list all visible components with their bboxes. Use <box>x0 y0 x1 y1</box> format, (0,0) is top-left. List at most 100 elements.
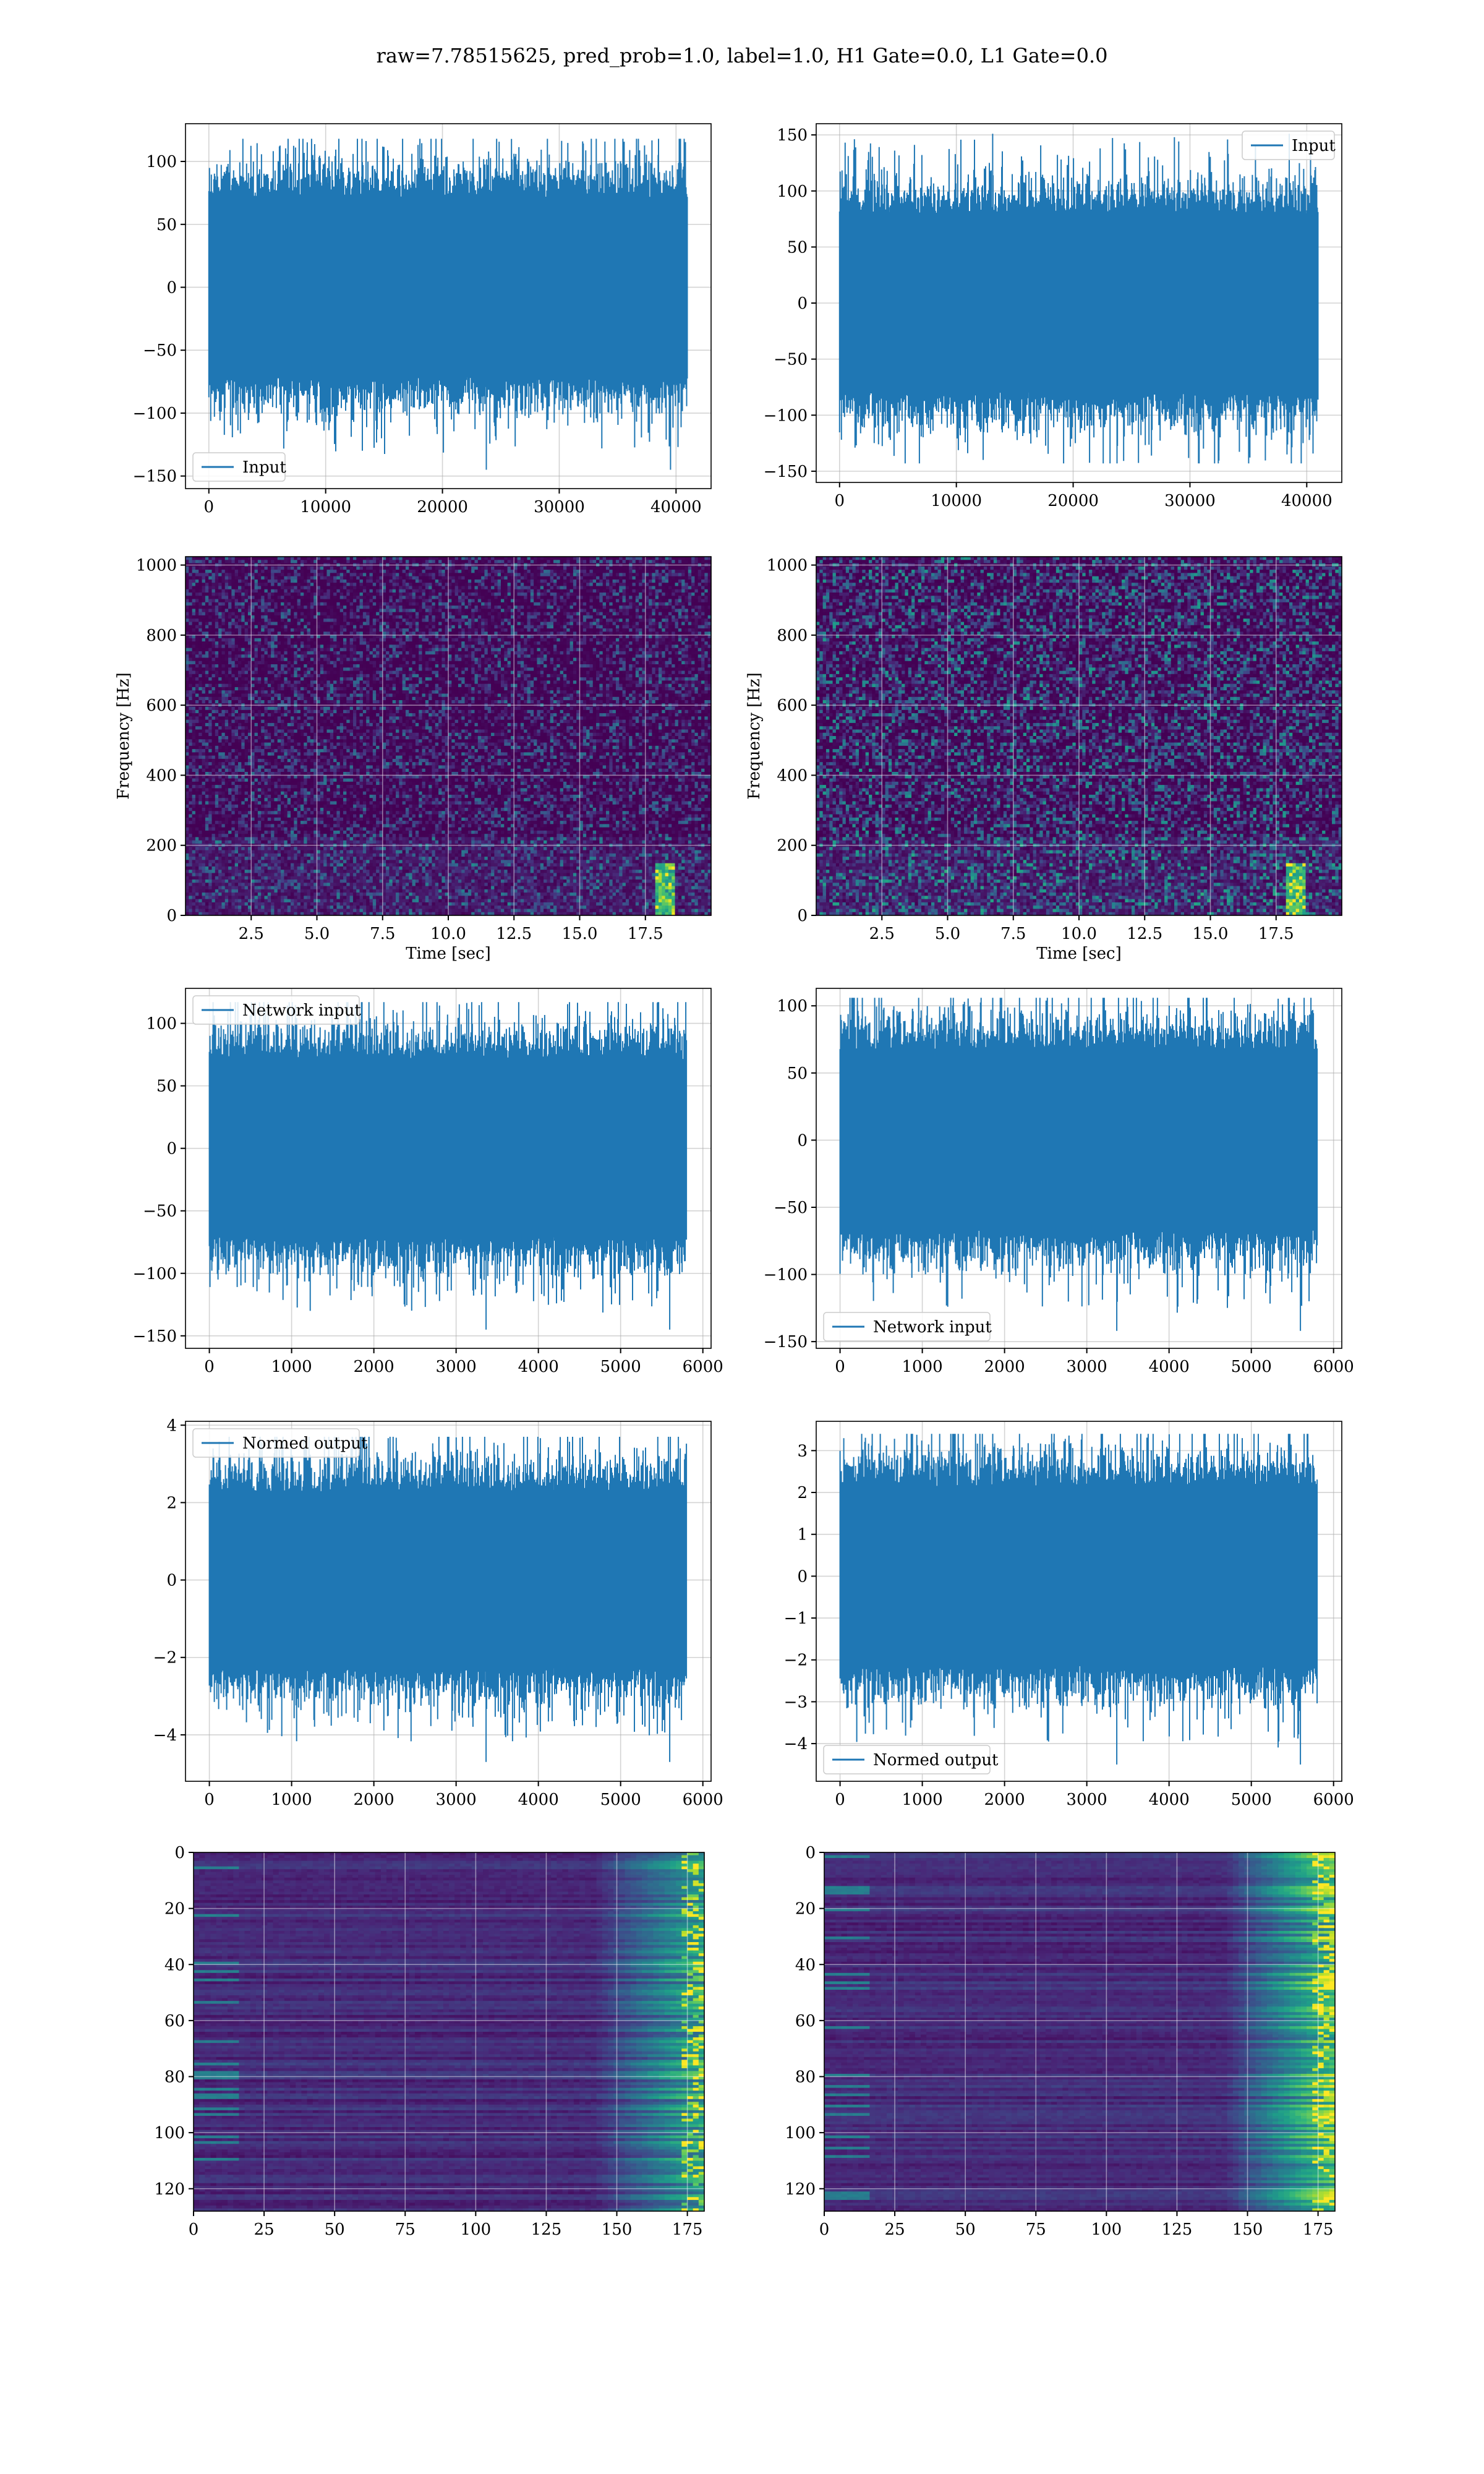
heatmap-cell <box>284 654 288 658</box>
heatmap-cell <box>225 857 229 860</box>
heatmap-cell <box>255 589 258 593</box>
heatmap-cell <box>215 837 219 841</box>
heatmap-cell <box>225 756 229 760</box>
heatmap-cell <box>245 677 249 681</box>
heatmap-cell <box>271 892 275 896</box>
heatmap-cell <box>294 792 297 795</box>
heatmap-cell <box>255 625 258 629</box>
heatmap-cell <box>261 720 265 724</box>
heatmap-cell <box>195 756 199 760</box>
heatmap-cell <box>304 612 307 616</box>
heatmap-cell <box>274 905 278 909</box>
heatmap-cell <box>202 837 206 841</box>
heatmap-cell <box>265 596 268 599</box>
heatmap-cell <box>261 700 265 704</box>
heatmap-cell <box>186 651 189 655</box>
heatmap-cell <box>215 606 219 609</box>
heatmap-cell <box>208 909 212 912</box>
heatmap-cell <box>205 811 209 815</box>
heatmap-cell <box>265 746 268 750</box>
heatmap-cell <box>297 648 301 652</box>
heatmap-cell <box>245 847 249 850</box>
heatmap-cell <box>238 765 242 769</box>
heatmap-cell <box>198 622 202 625</box>
heatmap-cell <box>297 847 301 850</box>
heatmap-cell <box>231 801 235 805</box>
heatmap-cell <box>258 716 262 720</box>
heatmap-cell <box>212 690 216 694</box>
heatmap-cell <box>281 785 284 789</box>
heatmap-cell <box>258 805 262 808</box>
heatmap-cell <box>271 674 275 678</box>
heatmap-cell <box>235 599 239 603</box>
heatmap-cell <box>291 792 294 795</box>
heatmap-cell <box>281 883 284 886</box>
heatmap-cell <box>221 589 225 593</box>
heatmap-cell <box>251 567 255 570</box>
heatmap-cell <box>258 723 262 727</box>
heatmap-cell <box>301 677 304 681</box>
heatmap-cell <box>255 857 258 860</box>
heatmap-cell <box>255 690 258 694</box>
heatmap-cell <box>251 618 255 622</box>
heatmap-cell <box>284 615 288 619</box>
heatmap-cell <box>238 752 242 756</box>
heatmap-cell <box>265 664 268 668</box>
heatmap-cell <box>301 880 304 883</box>
heatmap-cell <box>192 671 196 675</box>
heatmap-cell <box>221 808 225 811</box>
heatmap-cell <box>205 707 209 711</box>
heatmap-cell <box>212 759 216 763</box>
heatmap-cell <box>310 580 314 583</box>
heatmap-cell <box>212 612 216 616</box>
heatmap-cell <box>304 818 307 821</box>
heatmap-cell <box>265 860 268 863</box>
heatmap-cell <box>202 883 206 886</box>
heatmap-cell <box>212 847 216 850</box>
heatmap-cell <box>198 596 202 599</box>
heatmap-cell <box>301 746 304 750</box>
heatmap-cell <box>225 831 229 834</box>
heatmap-cell <box>268 657 271 661</box>
heatmap-cell <box>261 641 265 645</box>
heatmap-cell <box>198 769 202 773</box>
heatmap-cell <box>278 785 281 789</box>
heatmap-cell <box>205 841 209 844</box>
heatmap-cell <box>205 779 209 782</box>
heatmap-cell <box>231 707 235 711</box>
heatmap-cell <box>195 821 199 824</box>
heatmap-cell <box>215 902 219 906</box>
heatmap-cell <box>225 684 229 688</box>
heatmap-cell <box>258 661 262 665</box>
heatmap-cell <box>231 723 235 727</box>
heatmap-cell <box>198 609 202 612</box>
heatmap-cell <box>221 557 225 560</box>
heatmap-cell <box>301 785 304 789</box>
heatmap-cell <box>271 841 275 844</box>
heatmap-cell <box>198 909 202 912</box>
heatmap-cell <box>297 596 301 599</box>
heatmap-cell <box>241 892 245 896</box>
heatmap-cell <box>301 752 304 756</box>
heatmap-cell <box>268 752 271 756</box>
heatmap-cell <box>192 589 196 593</box>
heatmap-cell <box>198 759 202 763</box>
heatmap-cell <box>284 583 288 586</box>
heatmap-cell <box>205 697 209 701</box>
heatmap-cell <box>245 693 249 697</box>
heatmap-cell <box>195 720 199 724</box>
heatmap-cell <box>215 782 219 785</box>
heatmap-cell <box>212 876 216 880</box>
heatmap-cell <box>245 726 249 730</box>
heatmap-cell <box>274 602 278 606</box>
heatmap-cell <box>291 883 294 886</box>
heatmap-cell <box>215 625 219 629</box>
heatmap-cell <box>261 788 265 792</box>
heatmap-cell <box>195 599 199 603</box>
heatmap-cell <box>189 606 192 609</box>
heatmap-cell <box>301 710 304 714</box>
heatmap-cell <box>265 847 268 850</box>
heatmap-cell <box>258 739 262 743</box>
heatmap-cell <box>202 847 206 850</box>
heatmap-cell <box>202 792 206 795</box>
